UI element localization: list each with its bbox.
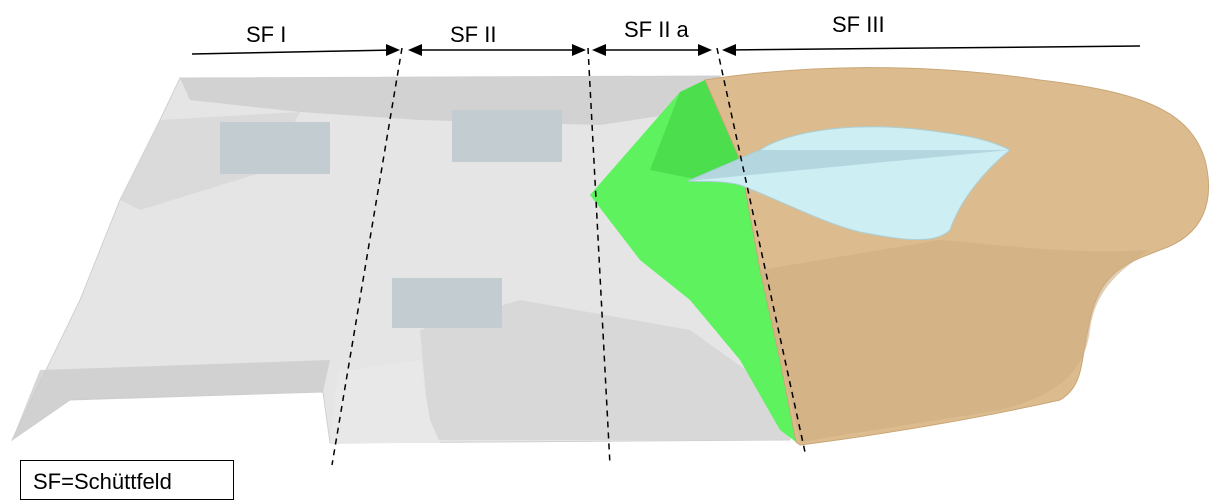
building-2 [452,110,562,162]
arrow-right-icon [572,44,586,56]
dimension-line-sf1 [191,49,397,55]
legend-text: SF=Schüttfeld [33,469,172,494]
dimension-line-sf3 [725,45,1141,51]
terrain-grey-shading-bottom [12,360,330,440]
arrow-right-icon [698,44,712,56]
terrain-green-shading [650,80,740,180]
legend-box: SF=Schüttfeld [20,460,234,500]
boundary-line-3 [716,47,806,453]
terrain-sand-shading [760,240,1150,442]
arrow-left-icon [722,44,736,56]
building-3 [392,278,502,328]
boundary-line-1 [331,47,403,466]
terrain-green-area [590,80,796,442]
terrain-grey-bottom-gap [330,360,440,443]
arrow-left-icon [592,44,606,56]
arrow-right-icon [386,44,400,56]
section-label-sf2: SF II [450,22,497,47]
water-pond-dark-wedge [688,150,1010,181]
section-label-sf1: SF I [246,22,287,47]
section-label-sf3: SF III [832,12,885,37]
section-label-sf2a: SF II a [624,17,689,42]
terrain-grey-upper-shading [180,76,720,125]
arrow-left-icon [408,44,422,56]
building-1 [220,122,330,174]
boundary-line-2 [587,47,611,466]
